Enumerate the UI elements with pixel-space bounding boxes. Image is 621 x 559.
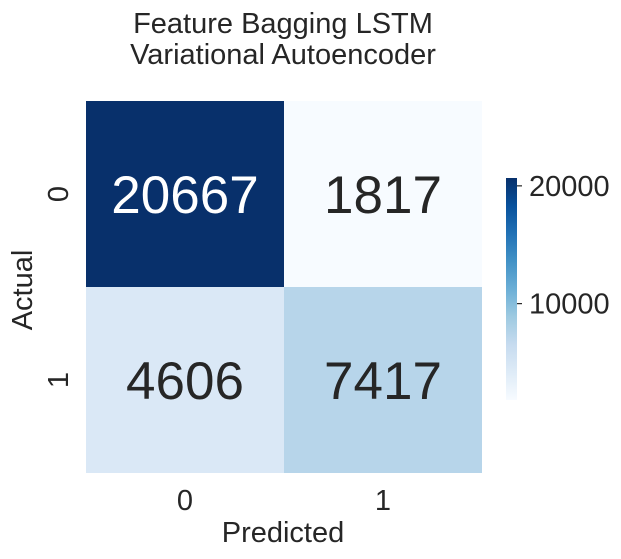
cell-value-row-0-col-0: 20667: [111, 166, 258, 225]
heatmap-cell-row-1-col-0: [86, 287, 284, 473]
cell-value-row-1-col-1: 7417: [324, 352, 442, 411]
y-axis-label: Actual: [7, 250, 39, 331]
cell-value-row-0-col-1: 1817: [324, 166, 442, 225]
heatmap-cell-row-1-col-1: [284, 287, 482, 473]
chart-title-line-1: Feature Bagging LSTM: [133, 8, 433, 40]
heatmap-cells: 20667 1817 4606 7417: [86, 101, 482, 473]
colorbar-tick-label-1: 20000: [529, 171, 610, 203]
colorbar-tick-label-0: 10000: [529, 289, 610, 321]
axis-ticks: 0 1 0 1: [43, 186, 391, 517]
colorbar-ticks: 10000 20000: [517, 171, 610, 321]
x-axis-label: Predicted: [222, 517, 345, 549]
heatmap-cell-row-0-col-1: [284, 101, 482, 287]
x-tick-label-0: 0: [177, 485, 193, 517]
y-tick-label-0: 0: [43, 186, 75, 202]
x-tick-label-1: 1: [375, 485, 391, 517]
heatmap-cell-row-0-col-0: [86, 101, 284, 287]
y-tick-label-1: 1: [43, 372, 75, 388]
chart-title-line-2: Variational Autoencoder: [130, 39, 436, 71]
colorbar: [506, 178, 517, 400]
cell-value-row-1-col-0: 4606: [126, 352, 244, 411]
